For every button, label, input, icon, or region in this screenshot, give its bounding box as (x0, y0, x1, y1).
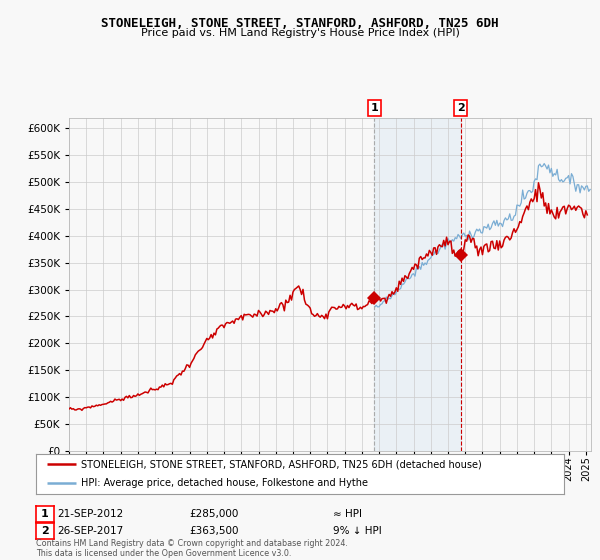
Text: 21-SEP-2012: 21-SEP-2012 (57, 509, 123, 519)
Text: 2: 2 (457, 103, 464, 113)
Text: £285,000: £285,000 (189, 509, 238, 519)
Text: STONELEIGH, STONE STREET, STANFORD, ASHFORD, TN25 6DH: STONELEIGH, STONE STREET, STANFORD, ASHF… (101, 17, 499, 30)
Text: STONELEIGH, STONE STREET, STANFORD, ASHFORD, TN25 6DH (detached house): STONELEIGH, STONE STREET, STANFORD, ASHF… (81, 460, 482, 469)
Text: HPI: Average price, detached house, Folkestone and Hythe: HPI: Average price, detached house, Folk… (81, 478, 368, 488)
Text: 26-SEP-2017: 26-SEP-2017 (57, 526, 123, 536)
Text: 9% ↓ HPI: 9% ↓ HPI (333, 526, 382, 536)
Text: ≈ HPI: ≈ HPI (333, 509, 362, 519)
Text: 2: 2 (41, 526, 49, 536)
Text: 1: 1 (41, 509, 49, 519)
Text: Contains HM Land Registry data © Crown copyright and database right 2024.
This d: Contains HM Land Registry data © Crown c… (36, 539, 348, 558)
Text: 1: 1 (370, 103, 378, 113)
Bar (374, 118, 461, 451)
Text: £363,500: £363,500 (189, 526, 239, 536)
Text: Price paid vs. HM Land Registry's House Price Index (HPI): Price paid vs. HM Land Registry's House … (140, 28, 460, 38)
